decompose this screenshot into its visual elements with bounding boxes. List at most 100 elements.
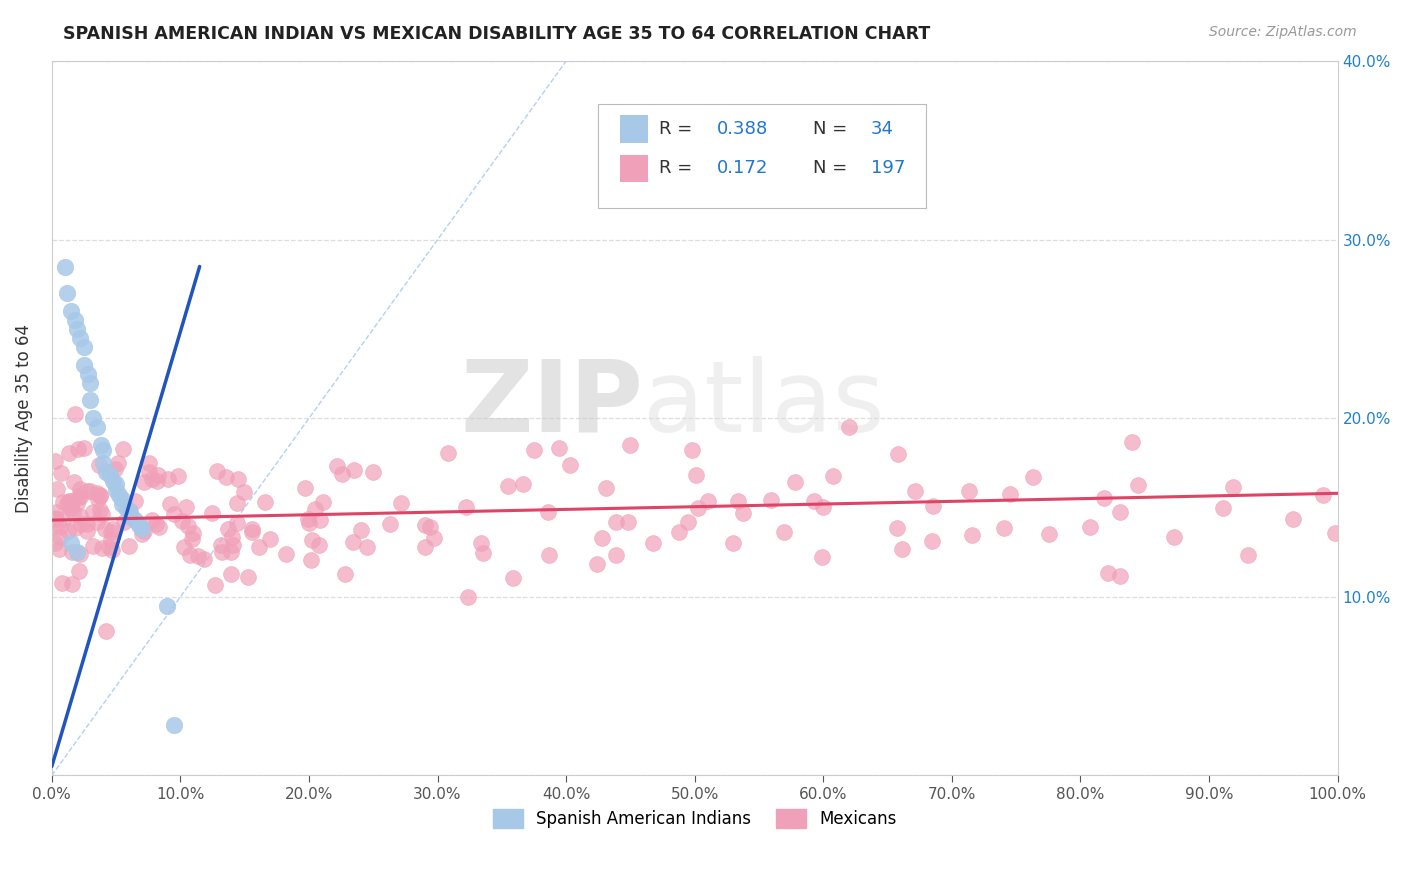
Point — [811, 500, 834, 514]
Point — [731, 506, 754, 520]
Text: 197: 197 — [870, 160, 905, 178]
Point — [921, 533, 943, 548]
Point — [181, 526, 204, 541]
Point — [294, 481, 316, 495]
Point — [886, 521, 908, 535]
Point — [226, 472, 249, 486]
Point — [619, 438, 641, 452]
Point — [330, 467, 353, 481]
Point — [783, 475, 806, 489]
Point — [960, 528, 983, 542]
Point — [48, 541, 70, 556]
Point — [605, 548, 627, 562]
Point — [838, 420, 860, 434]
Point — [58, 494, 80, 508]
Point — [643, 535, 665, 549]
Point — [66, 322, 89, 336]
Point — [79, 393, 101, 408]
Point — [46, 482, 69, 496]
Point — [118, 504, 141, 518]
Point — [42, 520, 65, 534]
Point — [172, 514, 194, 528]
Point — [98, 468, 121, 483]
Point — [1281, 512, 1303, 526]
Bar — [620, 154, 648, 182]
Point — [82, 411, 104, 425]
Point — [219, 566, 242, 581]
Point — [308, 538, 330, 552]
Point — [215, 470, 238, 484]
Point — [66, 545, 89, 559]
Point — [456, 500, 478, 515]
Point — [586, 558, 609, 572]
Point — [1097, 566, 1119, 580]
Point — [138, 456, 160, 470]
Point — [538, 548, 561, 562]
Point — [174, 500, 197, 514]
Point — [65, 521, 87, 535]
Point — [86, 515, 108, 529]
Point — [76, 524, 98, 539]
Point — [159, 497, 181, 511]
Point — [721, 536, 744, 550]
Point — [73, 358, 96, 372]
Point — [58, 446, 80, 460]
Point — [89, 488, 111, 502]
Point — [419, 520, 441, 534]
Text: atlas: atlas — [644, 356, 884, 452]
Point — [156, 599, 179, 613]
Point — [537, 505, 560, 519]
Point — [201, 506, 224, 520]
Point — [219, 545, 242, 559]
Text: N =: N = — [813, 160, 853, 178]
Point — [299, 553, 322, 567]
Point — [73, 340, 96, 354]
Point — [105, 477, 128, 491]
Text: N =: N = — [813, 120, 853, 138]
Point — [502, 570, 524, 584]
Point — [423, 531, 446, 545]
Point — [82, 539, 104, 553]
Point — [56, 496, 79, 510]
Point — [274, 547, 297, 561]
Point — [111, 497, 134, 511]
Point — [389, 496, 412, 510]
Point — [205, 464, 228, 478]
Text: Source: ZipAtlas.com: Source: ZipAtlas.com — [1209, 25, 1357, 39]
Point — [69, 331, 91, 345]
Point — [304, 502, 326, 516]
Point — [1163, 530, 1185, 544]
Point — [52, 495, 75, 509]
Point — [118, 539, 141, 553]
Point — [773, 524, 796, 539]
Point — [138, 465, 160, 479]
Point — [111, 491, 134, 506]
Point — [204, 577, 226, 591]
Text: ZIP: ZIP — [460, 356, 644, 452]
Point — [1022, 470, 1045, 484]
Point — [76, 484, 98, 499]
Point — [688, 501, 710, 516]
Point — [60, 536, 83, 550]
Point — [124, 513, 146, 527]
Point — [79, 484, 101, 499]
Point — [471, 546, 494, 560]
Point — [134, 524, 156, 538]
Point — [173, 541, 195, 555]
Point — [187, 549, 209, 564]
Point — [523, 443, 546, 458]
FancyBboxPatch shape — [598, 104, 927, 208]
Point — [94, 465, 117, 479]
Point — [69, 547, 91, 561]
Point — [512, 476, 534, 491]
Point — [148, 520, 170, 534]
Point — [66, 442, 89, 456]
Point — [470, 536, 492, 550]
Point — [44, 454, 66, 468]
Point — [87, 458, 110, 473]
Point — [94, 624, 117, 638]
Point — [998, 486, 1021, 500]
Point — [131, 527, 153, 541]
Point — [63, 407, 86, 421]
Point — [45, 511, 67, 525]
